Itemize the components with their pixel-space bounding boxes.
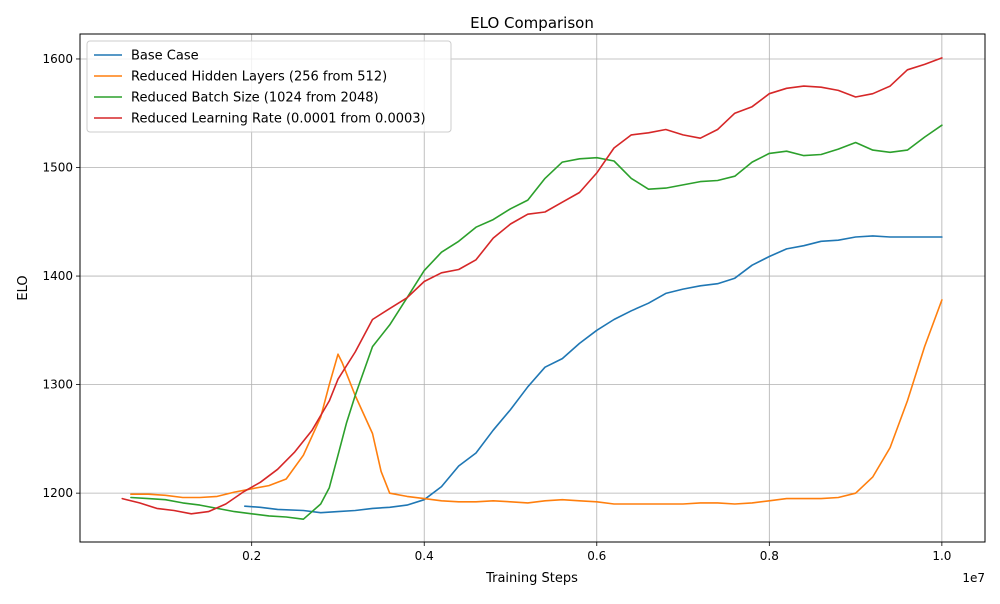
legend-box — [86, 40, 452, 133]
x-tick-label: 1.0 — [932, 549, 951, 563]
legend: Base Case Reduced Hidden Layers (256 from… — [86, 40, 452, 133]
y-axis-label: ELO — [16, 275, 31, 300]
y-tick-label: 1300 — [42, 378, 73, 392]
x-tick-label: 0.8 — [760, 549, 779, 563]
plot-frame — [79, 33, 986, 543]
legend-entry-label: Reduced Hidden Layers (256 from 512) — [131, 70, 387, 85]
y-tick-label: 1500 — [42, 161, 73, 175]
legend-entry-label: Reduced Batch Size (1024 from 2048) — [131, 91, 379, 106]
y-tick-label: 1200 — [42, 486, 73, 500]
y-tick-label: 1400 — [42, 269, 73, 283]
series-lines — [121, 57, 943, 520]
legend-entry-label: Reduced Learning Rate (0.0001 from 0.000… — [131, 112, 426, 127]
x-tick-label: 0.4 — [415, 549, 434, 563]
chart-title: ELO Comparison — [470, 14, 594, 32]
x-axis-offset-text: 1e7 — [962, 571, 985, 585]
y-tick-label: 1600 — [42, 52, 73, 66]
x-tick-label: 0.6 — [587, 549, 606, 563]
x-tick-label: 0.2 — [242, 549, 261, 563]
axis-ticks: 0.2 0.4 0.6 0.8 1.0 1200 1300 1400 1500 1600 — [42, 52, 951, 563]
series-line-2 — [130, 299, 943, 505]
x-axis-label: Training Steps — [485, 571, 578, 586]
series-line-1 — [244, 235, 943, 514]
legend-entry-label: Base Case — [131, 49, 199, 64]
series-line-4 — [121, 57, 943, 515]
series-line-3 — [130, 124, 943, 520]
